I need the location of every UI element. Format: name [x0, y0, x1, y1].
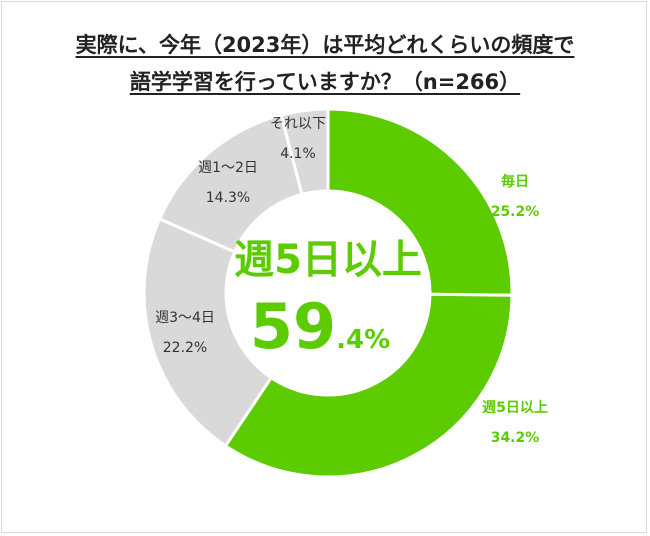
center-label: 週5日以上 — [234, 237, 422, 283]
slice-category-label: 週5日以上 — [482, 400, 548, 416]
donut-slice-2 — [223, 292, 514, 479]
donut-slice-5 — [279, 107, 330, 197]
chart-title-line2: 語学学習を行っていますか？（n=266） — [0, 66, 650, 96]
slice-category-label: それ以下 — [270, 116, 326, 132]
title-text-1: 実際に、今年（2023年）は平均どれくらいの頻度で — [75, 33, 575, 57]
center-value: 59.4% — [250, 290, 390, 363]
chart-title-line1: 実際に、今年（2023年）は平均どれくらいの頻度で — [0, 29, 650, 59]
slice-category-label: 週1〜2日 — [198, 160, 258, 176]
slice-category-label: 週3〜4日 — [155, 310, 215, 326]
title-text-2: 語学学習を行っていますか？（n=266） — [129, 70, 521, 94]
slice-value-label: 25.2% — [491, 204, 540, 220]
slice-value-label: 14.3% — [206, 190, 250, 206]
slice-value-label: 4.1% — [280, 146, 316, 162]
donut-slice-3 — [142, 216, 274, 448]
slice-value-label: 22.2% — [163, 340, 207, 356]
slice-category-label: 毎日 — [501, 173, 529, 190]
slice-value-label: 34.2% — [491, 430, 540, 446]
donut-slice-1 — [326, 107, 514, 297]
